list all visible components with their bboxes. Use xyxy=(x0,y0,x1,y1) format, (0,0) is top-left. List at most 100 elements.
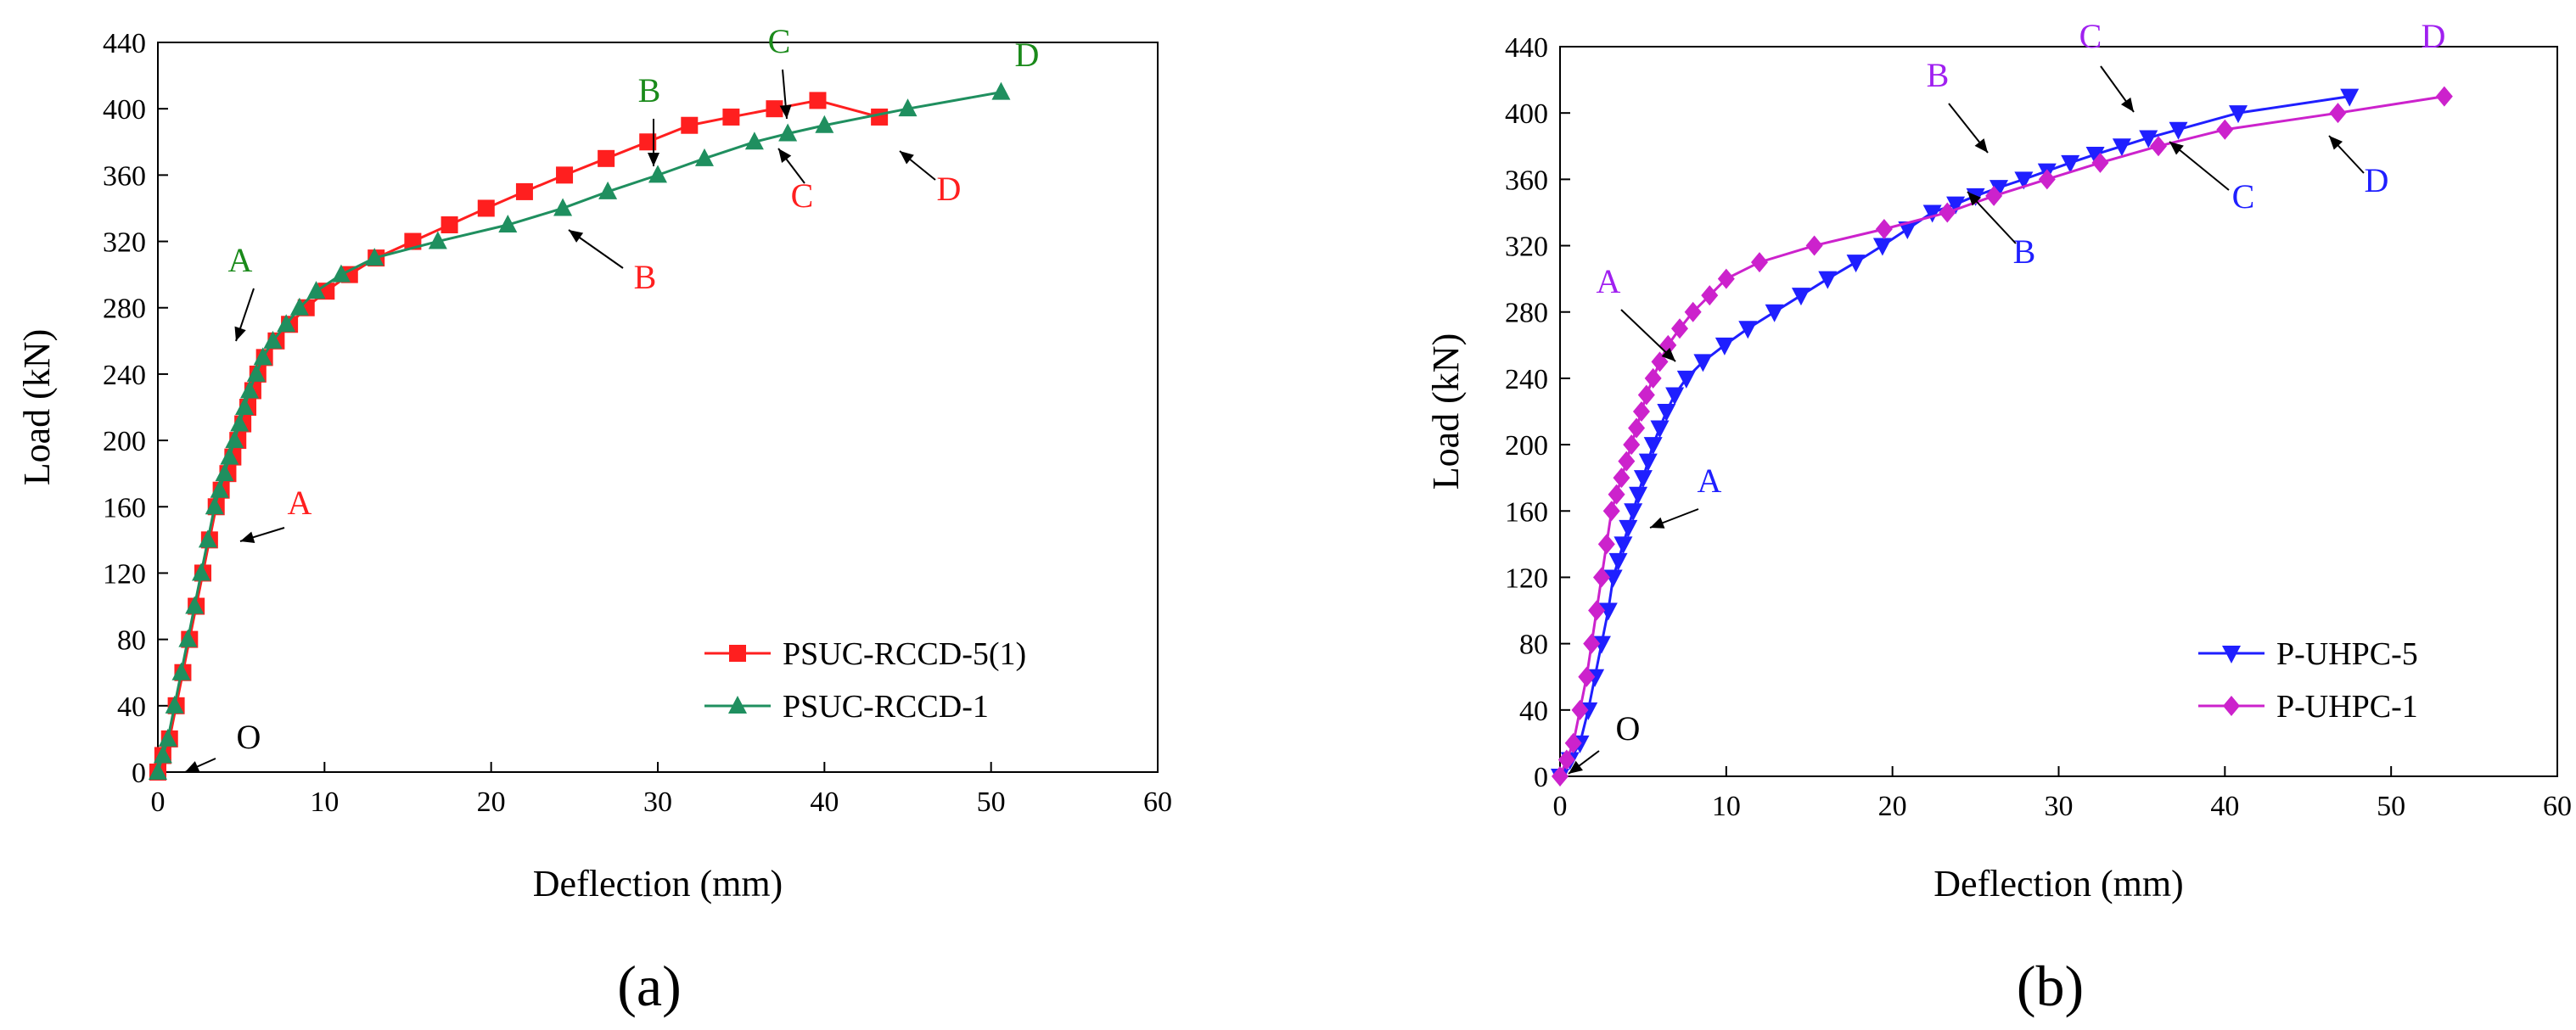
x-tick-label: 60 xyxy=(1143,786,1172,818)
data-point xyxy=(225,430,244,449)
y-tick-label: 280 xyxy=(1505,298,1548,329)
data-point xyxy=(1990,180,2008,199)
annotation-B: B xyxy=(568,229,656,296)
x-tick-label: 40 xyxy=(2210,791,2239,822)
legend-label: PSUC-RCCD-5(1) xyxy=(783,636,1026,672)
annotation-C: C xyxy=(2079,17,2135,113)
data-point xyxy=(365,248,384,266)
annotation-arrowhead xyxy=(2120,97,2134,112)
annotation-arrowhead xyxy=(1650,517,1665,529)
data-point xyxy=(1846,255,1866,273)
data-point xyxy=(253,347,272,366)
data-point xyxy=(1644,367,1662,389)
data-point xyxy=(1571,699,1589,720)
y-tick-label: 40 xyxy=(117,691,146,723)
annotation-label: C xyxy=(2232,177,2255,216)
annotation-label: O xyxy=(1616,709,1641,747)
data-point xyxy=(2229,105,2248,124)
data-point xyxy=(1922,204,1942,223)
data-point xyxy=(1624,503,1643,522)
data-point xyxy=(1603,569,1623,588)
data-point xyxy=(171,662,191,680)
data-point xyxy=(1598,602,1618,621)
data-point xyxy=(230,413,250,432)
panel-label: (a) xyxy=(617,954,681,1018)
data-point xyxy=(1751,252,1768,273)
annotation-arrowhead xyxy=(778,148,792,163)
x-axis-label: Deflection (mm) xyxy=(1933,863,2183,904)
data-point xyxy=(2085,147,2105,165)
x-tick-label: 30 xyxy=(643,786,672,818)
data-point xyxy=(1564,732,1582,753)
data-point xyxy=(246,363,266,382)
data-point xyxy=(220,446,239,465)
data-point xyxy=(766,100,783,118)
y-tick-label: 40 xyxy=(1519,696,1548,727)
data-point xyxy=(441,216,458,233)
annotation-label: D xyxy=(2365,161,2389,199)
legend-entry: P-UHPC-1 xyxy=(2198,689,2418,725)
data-point xyxy=(1985,185,2003,206)
data-point xyxy=(991,81,1011,100)
data-point xyxy=(1650,420,1670,439)
data-point xyxy=(1765,304,1784,322)
annotation-arrowhead xyxy=(1569,760,1583,774)
annotation-arrowhead xyxy=(779,104,792,119)
annotation-arrowhead xyxy=(2329,136,2343,150)
data-point xyxy=(1671,318,1688,339)
annotation-label: D xyxy=(2422,17,2446,55)
data-point xyxy=(1632,401,1650,422)
data-point xyxy=(1657,404,1676,422)
legend-label: PSUC-RCCD-1 xyxy=(783,689,989,725)
annotation-A: A xyxy=(1649,462,1722,529)
y-tick-label: 120 xyxy=(103,558,146,590)
annotation-arrowhead xyxy=(185,761,200,772)
x-tick-label: 10 xyxy=(1712,791,1741,822)
data-point xyxy=(1618,451,1636,472)
annotation-label: A xyxy=(288,484,312,522)
data-point xyxy=(1628,417,1646,439)
legend-entry: PSUC-RCCD-5(1) xyxy=(704,636,1026,672)
y-tick-label: 440 xyxy=(103,28,146,59)
data-point xyxy=(648,165,667,183)
series-PSUC-RCCD-1 xyxy=(149,81,1011,780)
x-tick-label: 0 xyxy=(1553,791,1568,822)
data-point xyxy=(1638,453,1658,472)
legend-marker xyxy=(2222,646,2241,663)
data-point xyxy=(477,199,495,217)
y-tick-label: 160 xyxy=(103,492,146,523)
data-point xyxy=(2112,138,2131,157)
data-point xyxy=(1629,486,1648,505)
data-point xyxy=(289,297,309,316)
annotation-O: O xyxy=(184,718,261,773)
data-point xyxy=(1613,467,1630,489)
data-point xyxy=(1717,268,1735,289)
y-tick-label: 320 xyxy=(103,227,146,259)
data-point xyxy=(306,281,326,299)
data-point xyxy=(2139,130,2158,148)
series-PSUC-RCCD-5(1) xyxy=(149,92,889,781)
data-point xyxy=(205,496,224,515)
data-point xyxy=(2169,121,2188,140)
data-point xyxy=(1939,202,1956,223)
data-point xyxy=(815,115,834,133)
data-point xyxy=(1597,534,1615,555)
data-point xyxy=(1643,437,1663,456)
data-point xyxy=(639,133,657,151)
data-point xyxy=(2329,103,2347,124)
annotation-arrowhead xyxy=(234,326,246,341)
data-point xyxy=(2340,88,2360,107)
data-point xyxy=(210,479,229,498)
x-tick-label: 20 xyxy=(477,786,506,818)
annotation-D: D xyxy=(899,150,961,208)
data-point xyxy=(1578,666,1596,687)
annotation-D: D xyxy=(2422,17,2446,55)
annotation-B: B xyxy=(638,71,660,166)
data-point xyxy=(556,166,574,184)
x-tick-label: 50 xyxy=(2377,791,2405,822)
data-point xyxy=(2091,152,2109,173)
annotation-label: A xyxy=(228,241,253,279)
x-tick-label: 10 xyxy=(310,786,339,818)
annotation-arrowhead xyxy=(1974,138,1988,153)
x-tick-label: 50 xyxy=(977,786,1006,818)
